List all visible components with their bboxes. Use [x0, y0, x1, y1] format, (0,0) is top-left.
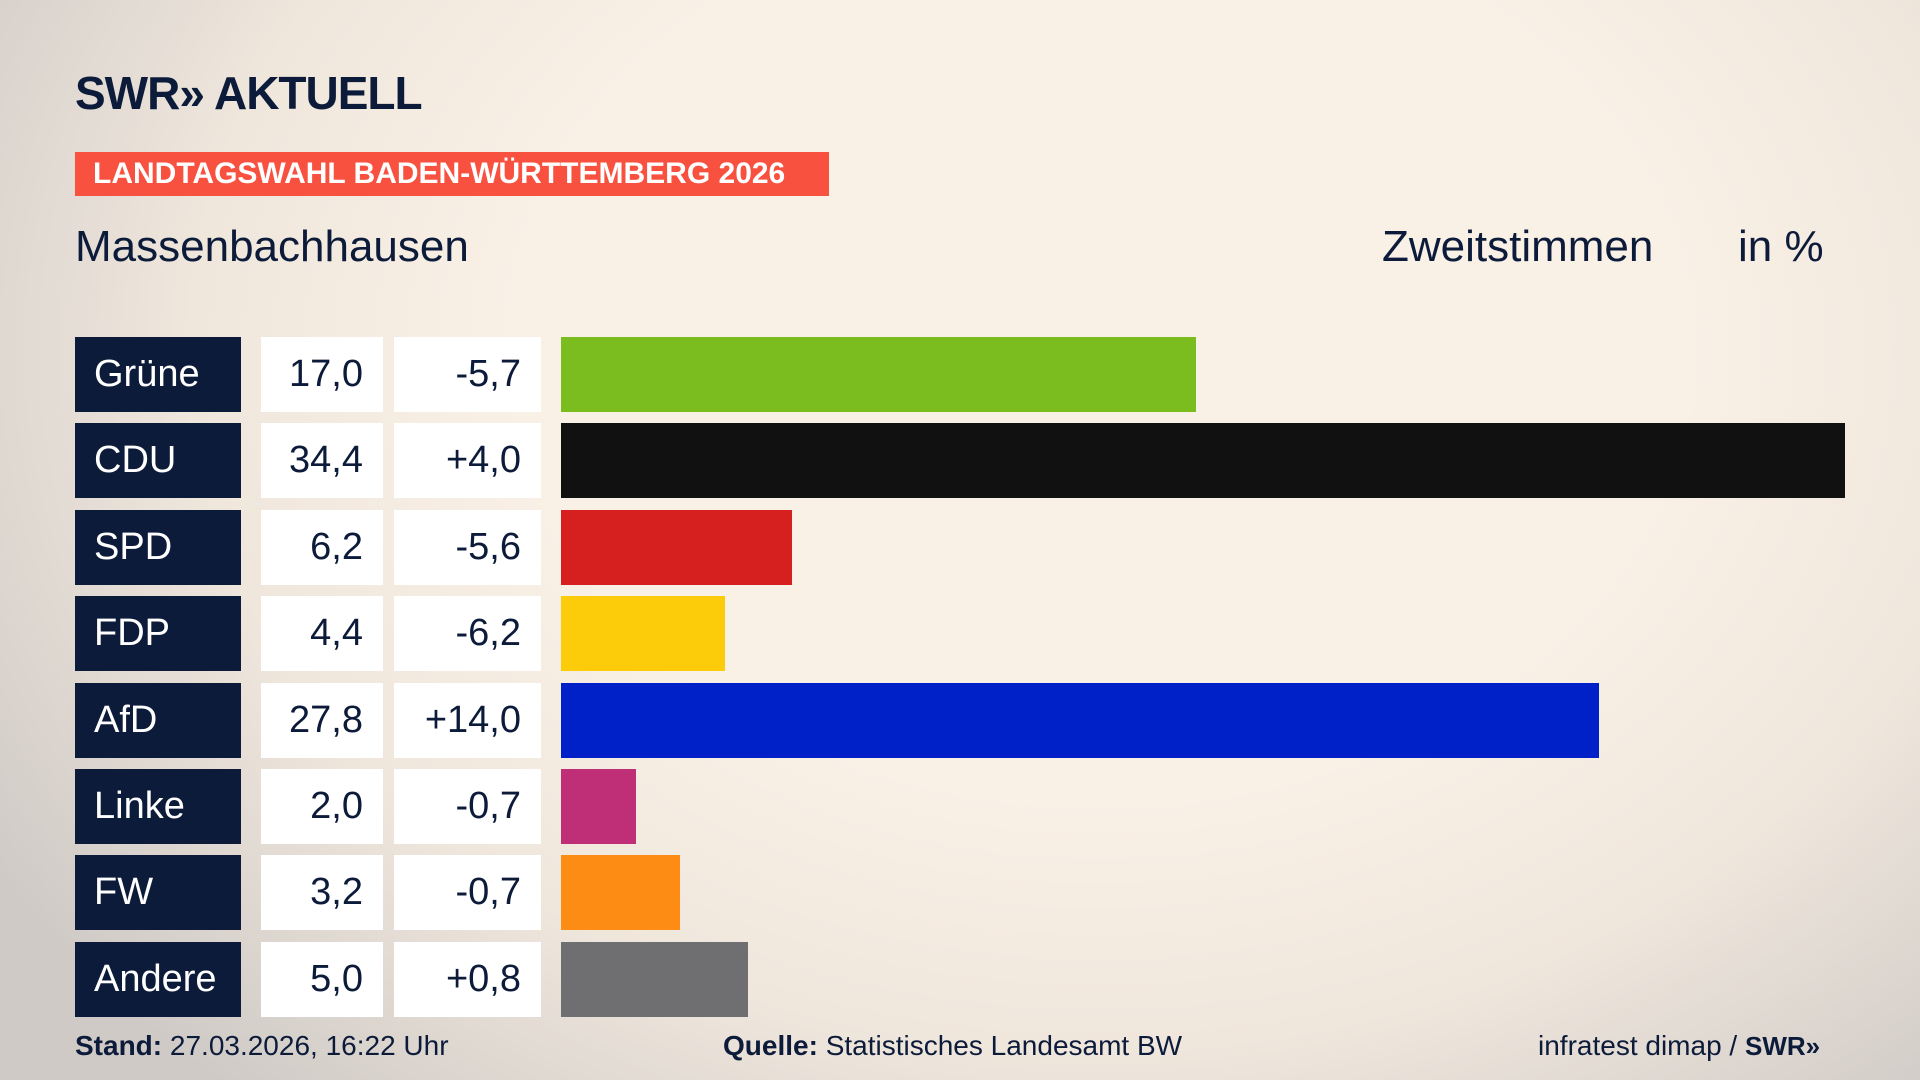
party-label: Grüne	[75, 337, 241, 412]
value-label: 5,0	[261, 941, 383, 1017]
source-label: Quelle:	[723, 1030, 818, 1061]
value-label: 4,4	[261, 596, 383, 672]
party-row: Andere 5,0 +0,8	[0, 941, 1920, 1017]
party-row: SPD 6,2 -5,6	[0, 509, 1920, 585]
unit: in %	[1738, 222, 1824, 271]
party-label: Linke	[75, 769, 241, 844]
change-label: +14,0	[394, 682, 541, 758]
bar	[561, 941, 748, 1017]
measure: Zweitstimmen	[1382, 222, 1654, 271]
banner: LANDTAGSWAHL BADEN-WÜRTTEMBERG 2026	[75, 152, 829, 196]
change-label: -5,6	[394, 509, 541, 585]
bar	[561, 423, 1845, 499]
party-label: FDP	[75, 596, 241, 672]
change-label: +0,8	[394, 941, 541, 1017]
party-row: Grüne 17,0 -5,7	[0, 337, 1920, 412]
place: Massenbachhausen	[75, 222, 469, 271]
stand-label: Stand:	[75, 1030, 163, 1061]
source-value: Statistisches Landesamt BW	[825, 1030, 1183, 1061]
bar	[561, 509, 793, 585]
bar	[561, 855, 681, 931]
logo: SWR» AKTUELL	[75, 67, 423, 119]
bar	[561, 337, 1196, 412]
change-label: -6,2	[394, 596, 541, 672]
party-row: FDP 4,4 -6,2	[0, 596, 1920, 672]
bar	[561, 769, 636, 844]
value-label: 34,4	[261, 423, 383, 499]
value-label: 27,8	[261, 682, 383, 758]
party-label: CDU	[75, 423, 241, 499]
party-label: FW	[75, 855, 241, 931]
party-row: CDU 34,4 +4,0	[0, 423, 1920, 499]
credit-logo: SWR»	[1744, 1031, 1821, 1061]
bar	[561, 596, 726, 672]
value-label: 3,2	[261, 855, 383, 931]
stand-value: 27.03.2026, 16:22 Uhr	[169, 1030, 449, 1061]
source: Quelle: Statistisches Landesamt BW	[723, 1030, 1182, 1062]
credit: infratest dimap / SWR»	[1538, 1030, 1820, 1062]
change-label: -0,7	[394, 855, 541, 931]
change-label: -0,7	[394, 769, 541, 844]
party-label: AfD	[75, 682, 241, 758]
change-label: +4,0	[394, 423, 541, 499]
stand: Stand: 27.03.2026, 16:22 Uhr	[75, 1030, 449, 1062]
value-label: 2,0	[261, 769, 383, 844]
credit-text: infratest dimap /	[1538, 1030, 1738, 1061]
change-label: -5,7	[394, 337, 541, 412]
party-label: Andere	[75, 941, 241, 1017]
value-label: 17,0	[261, 337, 383, 412]
party-row: AfD 27,8 +14,0	[0, 682, 1920, 758]
party-label: SPD	[75, 509, 241, 585]
bar	[561, 682, 1599, 758]
party-row: FW 3,2 -0,7	[0, 855, 1920, 931]
party-row: Linke 2,0 -0,7	[0, 769, 1920, 844]
value-label: 6,2	[261, 509, 383, 585]
